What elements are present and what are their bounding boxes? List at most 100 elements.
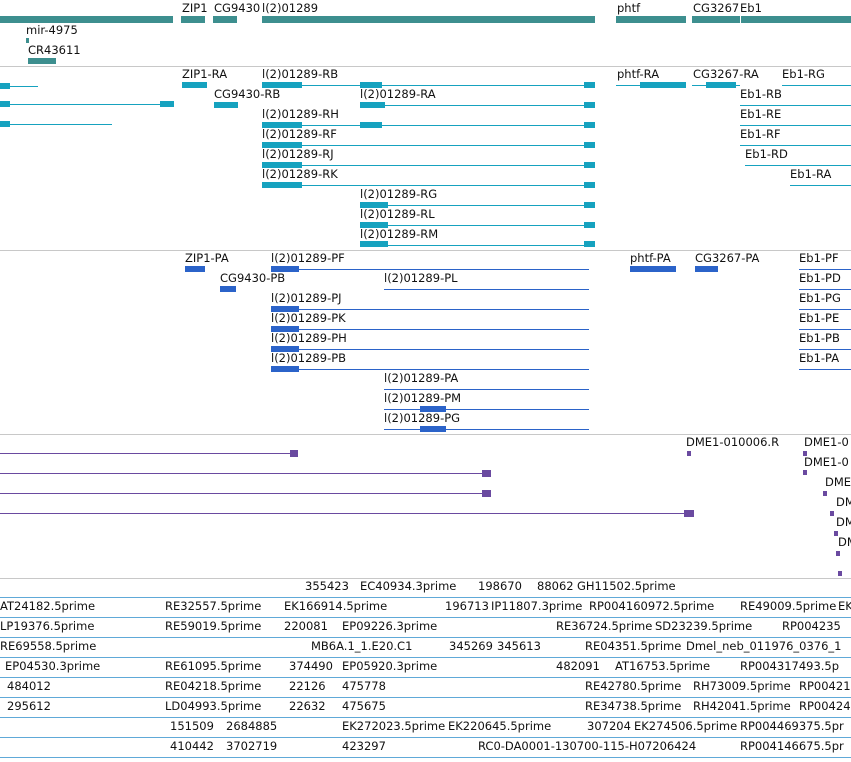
gene-feature[interactable] [741, 16, 851, 23]
transcript-label[interactable]: Eb1-RA [790, 167, 832, 181]
protein-feature[interactable] [630, 266, 676, 272]
protein-label[interactable]: Eb1-PD [799, 271, 841, 285]
est-label[interactable]: RP004317493.5p [740, 659, 840, 673]
est-label[interactable]: 295612 [7, 699, 51, 713]
transcript-label[interactable]: l(2)01289-RH [262, 107, 339, 121]
est-label[interactable]: RE49009.5prime [740, 599, 837, 613]
alignment-feature[interactable] [838, 571, 842, 576]
protein-feature[interactable] [271, 366, 299, 372]
protein-feature[interactable] [271, 266, 299, 272]
protein-label[interactable]: CG9430-PB [220, 271, 286, 285]
gene-feature[interactable] [262, 16, 595, 23]
protein-label[interactable]: l(2)01289-PK [271, 311, 346, 325]
transcript-feature[interactable] [360, 241, 388, 247]
est-label[interactable]: 475778 [342, 679, 386, 693]
protein-feature[interactable] [185, 266, 205, 272]
transcript-feature[interactable] [262, 82, 302, 88]
transcript-feature[interactable] [584, 162, 595, 168]
transcript-label[interactable]: l(2)01289-RA [360, 87, 436, 101]
transcript-feature[interactable] [262, 142, 302, 148]
est-label[interactable]: 22632 [289, 699, 326, 713]
protein-label[interactable]: phtf-PA [630, 251, 671, 265]
est-label[interactable]: RE04218.5prime [165, 679, 262, 693]
alignment-label[interactable]: DME1-010006.R [686, 435, 780, 449]
est-label[interactable]: RP004146675.5pr [740, 739, 844, 753]
transcript-feature[interactable] [584, 182, 595, 188]
alignment-label[interactable]: DM [836, 515, 851, 529]
gene-feature[interactable] [26, 38, 29, 43]
alignment-feature[interactable] [834, 531, 838, 536]
protein-feature[interactable] [271, 346, 299, 352]
est-label[interactable]: EK166914.5prime [284, 599, 388, 613]
est-label[interactable]: 482091 [556, 659, 600, 673]
est-label[interactable]: 345269 [449, 639, 493, 653]
est-label[interactable]: 355423 [305, 579, 349, 593]
alignment-feature[interactable] [803, 451, 807, 456]
est-label[interactable]: RP004469375.5pr [740, 719, 844, 733]
transcript-label[interactable]: l(2)01289-RK [262, 167, 338, 181]
protein-feature[interactable] [695, 266, 718, 272]
transcript-label[interactable]: Eb1-RB [740, 87, 782, 101]
transcript-feature[interactable] [214, 102, 238, 108]
transcript-label[interactable]: l(2)01289-RF [262, 127, 337, 141]
protein-label[interactable]: l(2)01289-PM [384, 391, 462, 405]
est-label[interactable]: EP04530.3prime [5, 659, 101, 673]
est-label[interactable]: RE04351.5prime [585, 639, 682, 653]
est-label[interactable]: 374490 [289, 659, 333, 673]
est-label[interactable]: AT16753.5prime [615, 659, 711, 673]
protein-label[interactable]: Eb1-PA [799, 351, 840, 365]
transcript-label[interactable]: l(2)01289-RM [360, 227, 439, 241]
gene-feature[interactable] [213, 16, 237, 23]
transcript-feature[interactable] [584, 122, 595, 128]
est-label[interactable]: AT24182.5prime [0, 599, 96, 613]
transcript-label[interactable]: Eb1-RE [740, 107, 782, 121]
est-label[interactable]: 307204 [587, 719, 631, 733]
est-label[interactable]: EC40934.3prime [360, 579, 457, 593]
transcript-label[interactable]: CG3267-RA [693, 67, 759, 81]
transcript-feature[interactable] [360, 122, 382, 128]
transcript-feature[interactable] [584, 102, 595, 108]
est-label[interactable]: EP09226.3prime [342, 619, 438, 633]
gene-label[interactable]: l(2)01289 [262, 1, 319, 15]
gene-feature[interactable] [28, 58, 56, 64]
est-label[interactable]: RE32557.5prime [165, 599, 262, 613]
transcript-feature[interactable] [182, 82, 207, 88]
est-label[interactable]: RH73009.5prime [693, 679, 791, 693]
est-label[interactable]: 196713 [445, 599, 489, 613]
protein-label[interactable]: Eb1-PF [799, 251, 839, 265]
transcript-feature[interactable] [360, 82, 382, 88]
transcript-feature[interactable] [262, 182, 302, 188]
transcript-feature[interactable] [360, 102, 385, 108]
gene-label[interactable]: CG9430 [214, 1, 261, 15]
transcript-feature[interactable] [360, 202, 388, 208]
est-label[interactable]: Dmel_neb_011976_0376_1 [686, 639, 842, 653]
est-label[interactable]: GH11502.5prime [577, 579, 676, 593]
protein-feature[interactable] [220, 286, 236, 292]
transcript-feature[interactable] [262, 162, 302, 168]
gene-label[interactable]: Eb1 [740, 1, 762, 15]
est-label[interactable]: RH42041.5prime [693, 699, 791, 713]
transcript-feature[interactable] [0, 83, 10, 89]
gene-label[interactable]: ZIP1 [182, 1, 208, 15]
protein-label[interactable]: ZIP1-PA [185, 251, 229, 265]
est-label[interactable]: RE69558.5prime [0, 639, 97, 653]
est-label[interactable]: 88062 [537, 579, 574, 593]
transcript-feature[interactable] [360, 222, 388, 228]
est-label[interactable]: MB6A.1_1.E20.C1 [311, 639, 413, 653]
est-label[interactable]: LP19376.5prime [0, 619, 95, 633]
protein-label[interactable]: l(2)01289-PL [384, 271, 458, 285]
transcript-feature[interactable] [584, 202, 595, 208]
alignment-feature[interactable] [836, 551, 840, 556]
est-label[interactable]: EK [838, 599, 851, 613]
protein-label[interactable]: l(2)01289-PB [271, 351, 347, 365]
est-label[interactable]: 220081 [284, 619, 328, 633]
transcript-label[interactable]: l(2)01289-RB [262, 67, 339, 81]
transcript-feature[interactable] [262, 122, 302, 128]
protein-label[interactable]: l(2)01289-PG [384, 411, 461, 425]
est-label[interactable]: RE34738.5prime [585, 699, 682, 713]
est-label[interactable]: RE59019.5prime [165, 619, 262, 633]
gene-feature[interactable] [616, 16, 686, 23]
transcript-label[interactable]: Eb1-RD [745, 147, 788, 161]
transcript-label[interactable]: CG9430-RB [214, 87, 281, 101]
est-label[interactable]: RP004235 [782, 619, 841, 633]
